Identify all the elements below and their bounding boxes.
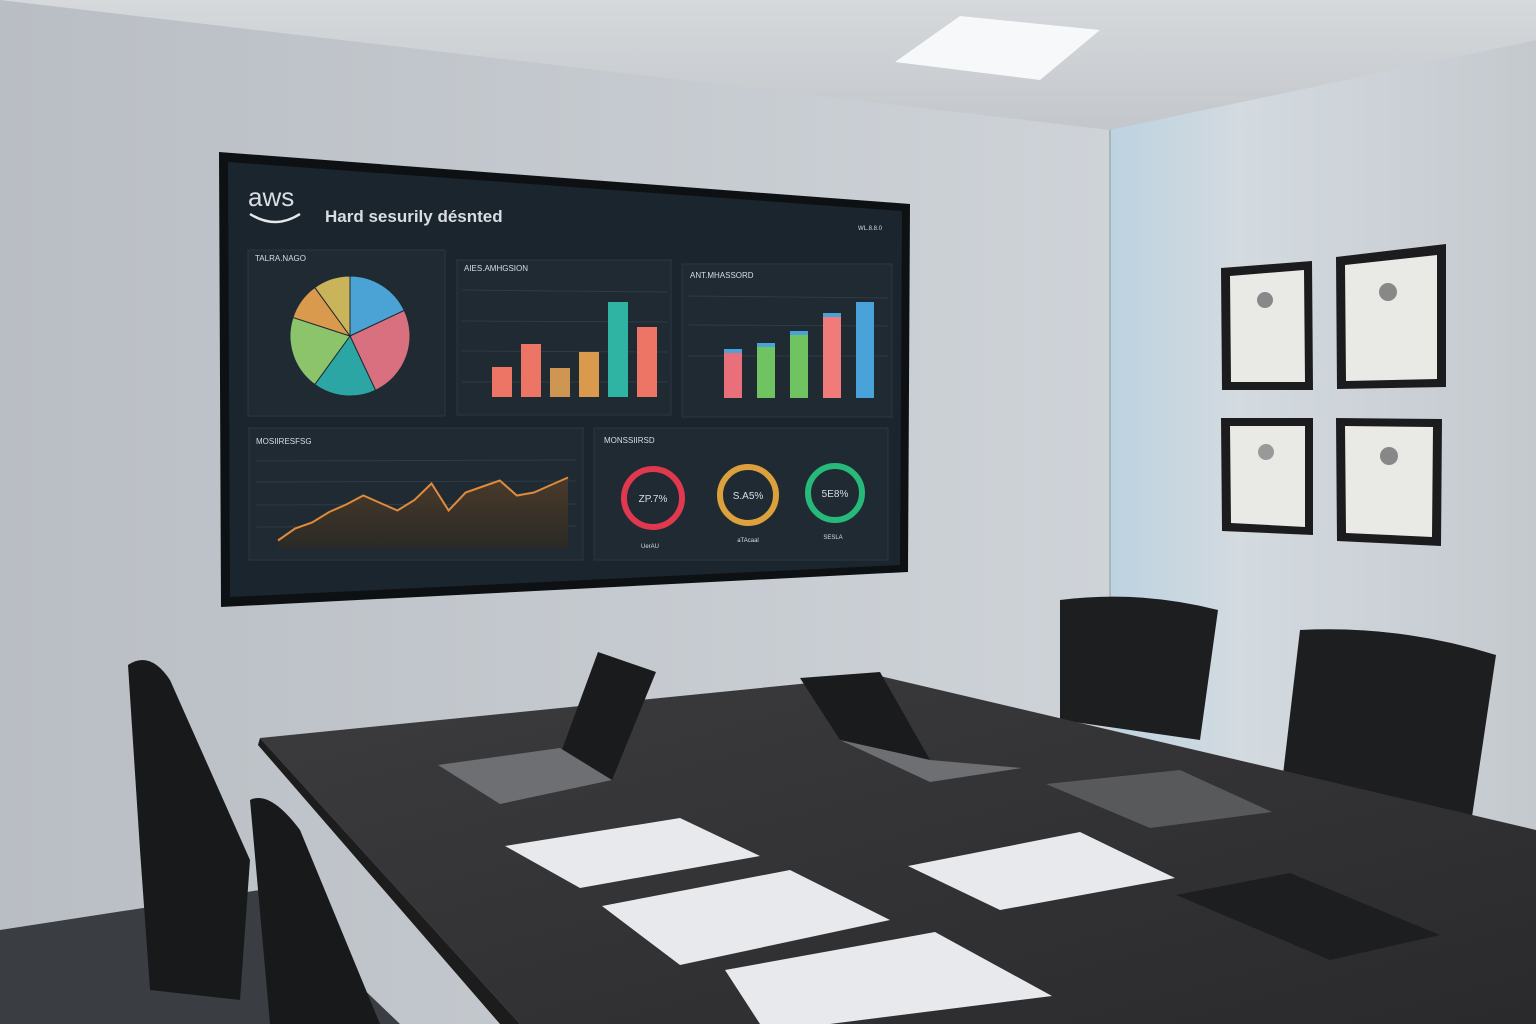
- gauge-ring: [805, 463, 865, 523]
- bar: [757, 343, 775, 398]
- bar: [492, 367, 512, 397]
- gauge-3: 5E8% SESLA: [805, 463, 865, 541]
- gauge-value: ZP.7%: [639, 494, 668, 505]
- pie-slice: [314, 275, 351, 338]
- wall-display: aws Hard sesurily désnted WL.8.8.0 TALRA…: [219, 152, 910, 607]
- bar: [608, 302, 628, 397]
- gauge-panel: [593, 427, 889, 561]
- bar-panel-2-gridlines: [687, 295, 889, 357]
- bar: [550, 368, 570, 397]
- bar: [579, 352, 599, 397]
- gauge-label: SESLA: [823, 535, 842, 541]
- pie-slice: [349, 275, 405, 337]
- certificate-frame: [1336, 244, 1446, 389]
- seal-icon: [1257, 292, 1273, 308]
- papers: [505, 818, 1175, 1024]
- gauge-value: 5E8%: [822, 489, 849, 500]
- certificate-frame: [1336, 418, 1442, 546]
- pie-slice: [314, 335, 377, 397]
- paper: [908, 832, 1175, 910]
- bar-cap: [823, 313, 841, 317]
- gauge-ring: [621, 466, 685, 530]
- bar: [521, 344, 541, 397]
- gauge-2: S.A5% aTAcaal: [717, 464, 779, 544]
- laptop-base: [840, 740, 1022, 782]
- wall-frames: [1221, 244, 1446, 546]
- gauge-label: UerAU: [641, 544, 659, 550]
- aws-smile-icon: [249, 212, 301, 224]
- back-chairs: [1060, 596, 1496, 830]
- aws-logo: aws: [248, 182, 294, 212]
- bar-panel-2-title: ANT.MHASSORD: [690, 271, 754, 280]
- seal-icon: [1380, 447, 1398, 465]
- laptop-base: [438, 748, 612, 804]
- bar-cap: [757, 343, 775, 347]
- bar-cap: [724, 349, 742, 353]
- certificate-frame: [1221, 261, 1313, 390]
- ceiling: [0, 0, 1536, 130]
- bar-panel-1-title: AIES.AMHGSION: [464, 264, 528, 273]
- bar-cap: [790, 331, 808, 335]
- ceiling-light: [895, 16, 1100, 80]
- laptop: [800, 672, 1022, 782]
- line-panel-title: MOSIIRESFSG: [256, 437, 312, 446]
- pie-panel-title: TALRA.NAGO: [255, 254, 306, 263]
- line-area: [278, 477, 568, 548]
- chair: [1060, 596, 1218, 740]
- paper: [505, 818, 760, 888]
- bar-chart-1: [492, 302, 657, 397]
- pie-slice: [289, 316, 351, 386]
- chair: [250, 798, 380, 1024]
- table-edge: [258, 738, 520, 1024]
- line-series: [277, 476, 569, 542]
- laptop: [438, 652, 656, 804]
- chair: [128, 660, 250, 1000]
- seal-icon: [1258, 444, 1274, 460]
- pie-chart: [289, 275, 411, 397]
- notebook: [1176, 873, 1440, 960]
- laptop-lid: [800, 672, 930, 760]
- bar: [790, 331, 808, 398]
- gauge-1: ZP.7% UerAU: [621, 466, 685, 550]
- line-chart: [277, 476, 569, 548]
- dashboard-title: Hard sesurily désnted: [325, 207, 503, 226]
- front-chairs: [128, 660, 380, 1024]
- gauge-label: aTAcaal: [737, 538, 759, 544]
- paper: [725, 932, 1052, 1024]
- gauge-panel-title: MONSSIIRSD: [604, 436, 655, 445]
- gauge-value: S.A5%: [733, 491, 764, 502]
- laptop-lid: [560, 652, 656, 780]
- bar: [724, 349, 742, 398]
- bar: [637, 327, 657, 397]
- seal-icon: [1379, 283, 1397, 301]
- bar: [823, 313, 841, 398]
- chair: [1280, 629, 1496, 830]
- bar: [856, 302, 874, 398]
- bar-chart-2: [724, 302, 874, 398]
- corner-label: WL.8.8.0: [858, 226, 883, 232]
- pie-slice: [349, 309, 411, 391]
- certificate-frame: [1221, 418, 1313, 535]
- paper: [602, 870, 890, 965]
- tablet: [1046, 770, 1272, 828]
- gauge-ring: [717, 464, 779, 526]
